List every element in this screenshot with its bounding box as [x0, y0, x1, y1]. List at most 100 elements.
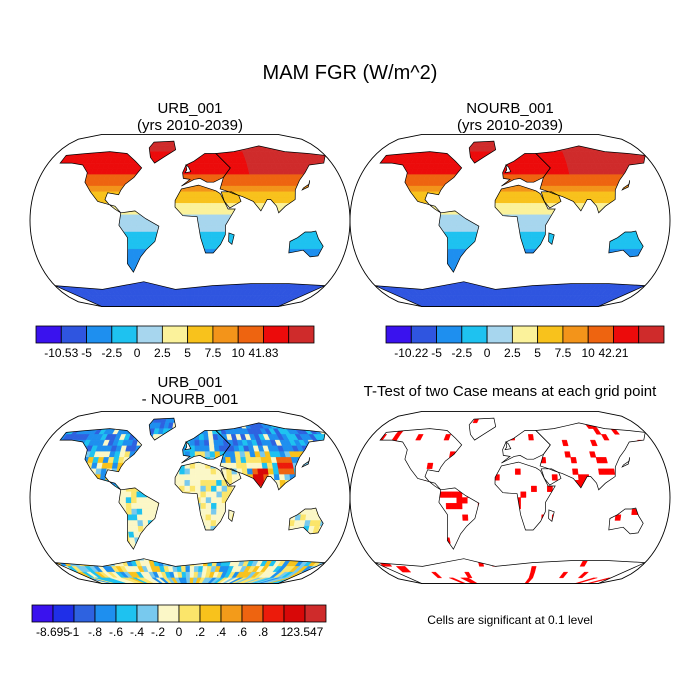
- colorbar-swatch: [486, 325, 513, 344]
- coastline-ar: [540, 191, 562, 209]
- coastline-na: [379, 151, 463, 214]
- coastline-af: [174, 461, 236, 531]
- coastline-gr: [148, 417, 177, 441]
- colorbar-swatch: [199, 604, 222, 623]
- coastline-na: [379, 428, 463, 491]
- colorbar-label: .8: [258, 625, 268, 639]
- colorbar-label: -.6: [109, 625, 123, 639]
- coastline-au: [288, 230, 324, 258]
- land-field: [54, 418, 326, 584]
- colorbar-label: -10.22: [394, 346, 428, 360]
- colorbar-label: 2.5: [154, 346, 171, 360]
- colorbar-swatch: [511, 325, 539, 344]
- map-nourb: [349, 133, 671, 308]
- coastline-ar: [220, 468, 242, 486]
- colorbar-nourb: -10.22 -5 -2.5 0 2.5 5 7.5 10 42.21: [385, 325, 665, 360]
- panel-title-nourb: NOURB_001 (yrs 2010-2039): [345, 100, 675, 134]
- colorbar-label: .2: [195, 625, 205, 639]
- coastline-as: [215, 145, 326, 214]
- panel-title-urb: URB_001 (yrs 2010-2039): [25, 100, 355, 134]
- colorbar-swatch: [220, 604, 243, 623]
- colorbar-label: -2.5: [101, 346, 122, 360]
- colorbar-swatch: [262, 604, 285, 623]
- coastline-sa: [118, 210, 160, 273]
- colorbar-label: 2.5: [504, 346, 521, 360]
- colorbar-swatch: [136, 325, 163, 344]
- coastline-gr: [148, 140, 177, 164]
- coastline-sa: [118, 487, 160, 550]
- coastline-au: [608, 507, 644, 535]
- colorbar-label: 10: [232, 346, 246, 360]
- colorbar-swatch: [638, 325, 665, 344]
- colorbar-label: 41.83: [248, 346, 278, 360]
- colorbar-label: -5: [81, 346, 92, 360]
- map-ttest: [349, 410, 671, 585]
- colorbar-label: .4: [216, 625, 226, 639]
- colorbar-swatch: [60, 325, 87, 344]
- panel-title-diff-line1: URB_001: [157, 374, 223, 391]
- colorbar-swatch: [562, 325, 589, 344]
- colorbar-swatch: [263, 325, 290, 344]
- colorbar-label: -8.695: [36, 625, 70, 639]
- land-field: [374, 418, 646, 584]
- colorbar-swatch: [178, 604, 201, 623]
- colorbar-label: -.8: [88, 625, 102, 639]
- colorbar-label: 1: [281, 625, 288, 639]
- colorbar-label: 0: [176, 625, 183, 639]
- colorbar-swatch: [86, 325, 113, 344]
- map-outline: [29, 410, 351, 585]
- colorbar-swatch: [52, 604, 75, 623]
- colorbar-swatch: [385, 325, 412, 344]
- coastline-jp: [301, 457, 311, 468]
- panel-title-nourb-line2: (yrs 2010-2039): [457, 117, 563, 134]
- coastline-sa: [438, 487, 480, 550]
- colorbar-label: 7.5: [555, 346, 572, 360]
- colorbar-label: 5: [534, 346, 541, 360]
- colorbar-diff: -8.695-1 -.8 -.6 -.4 -.2 0 .2 .4 .6 .8 1 23.547: [31, 604, 327, 639]
- colorbar-swatch: [613, 325, 640, 344]
- coastline-as: [215, 422, 326, 491]
- colorbar-label: -2.5: [451, 346, 472, 360]
- map-urb: [29, 133, 351, 308]
- colorbar-label: 7.5: [205, 346, 222, 360]
- panel-title-ttest: T-Test of two Case means at each grid po…: [345, 383, 675, 400]
- panel-title-urb-line1: URB_001: [157, 100, 223, 117]
- coastline-uk: [184, 164, 192, 174]
- colorbar-swatch: [283, 604, 306, 623]
- colorbar-swatch: [587, 325, 614, 344]
- coastline-na: [59, 151, 143, 214]
- colorbar-label: -1: [69, 625, 80, 639]
- colorbar-label: 23.547: [287, 625, 324, 639]
- colorbar-label: 10: [582, 346, 596, 360]
- coastline-ar: [220, 191, 242, 209]
- colorbar-label: -5: [431, 346, 442, 360]
- panel-title-urb-line2: (yrs 2010-2039): [137, 117, 243, 134]
- colorbar-swatch: [31, 604, 54, 623]
- coastline-md: [228, 509, 235, 523]
- colorbar-label: 5: [184, 346, 191, 360]
- colorbar-swatch: [94, 604, 117, 623]
- coastline-af: [174, 184, 236, 254]
- colorbar-swatch: [304, 604, 327, 623]
- coastline-as: [535, 145, 646, 214]
- colorbar-swatch: [73, 604, 96, 623]
- colorbar-label: 42.21: [598, 346, 628, 360]
- colorbar-swatch: [157, 604, 180, 623]
- coastline-sa: [438, 210, 480, 273]
- map-outline: [349, 133, 671, 308]
- colorbar-urb: -10.53 -5 -2.5 0 2.5 5 7.5 10 41.83: [35, 325, 315, 360]
- colorbar-swatch: [136, 604, 159, 623]
- coastline-uk: [504, 164, 512, 174]
- panel-title-diff-line2: - NOURB_001: [141, 391, 239, 408]
- panel-title-diff: URB_001 - NOURB_001: [25, 374, 355, 408]
- figure-title: MAM FGR (W/m^2): [262, 62, 438, 84]
- colorbar-swatch: [35, 325, 62, 344]
- coastline-na: [59, 428, 143, 491]
- coastline-uk: [184, 441, 192, 451]
- coastline-jp: [621, 180, 631, 191]
- colorbar-label: -.4: [130, 625, 144, 639]
- coastline-ar: [540, 468, 562, 486]
- coastline-md: [548, 232, 555, 246]
- coastline-md: [548, 509, 555, 523]
- coastline-uk: [504, 441, 512, 451]
